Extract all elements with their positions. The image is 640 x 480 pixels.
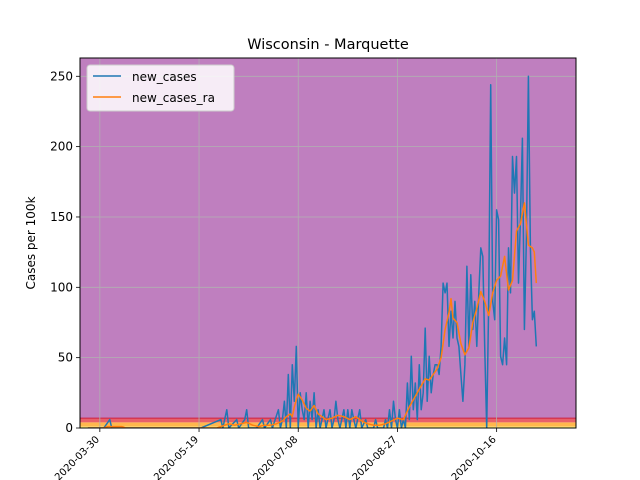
x-tick-label: 2020-07-08: [251, 434, 300, 480]
background-bands: [80, 58, 576, 428]
y-axis-label: Cases per 100k: [24, 196, 38, 289]
legend-label-new-cases: new_cases: [132, 70, 197, 84]
x-tick-label: 2020-08-27: [351, 434, 400, 480]
x-tick-label: 2020-05-19: [152, 434, 201, 480]
y-tick-label: 250: [50, 69, 73, 83]
y-tick-label: 100: [50, 280, 73, 294]
x-tick-label: 2020-10-16: [450, 434, 499, 480]
y-tick-label: 150: [50, 210, 73, 224]
x-tick-label: 2020-03-30: [53, 434, 102, 480]
legend-box: [86, 64, 235, 112]
y-axis: 0 50 100 150 200 250: [50, 69, 80, 435]
y-tick-label: 0: [65, 421, 73, 435]
x-axis: 2020-03-30 2020-05-19 2020-07-08 2020-08-27…: [53, 428, 499, 480]
background-band-3: [80, 58, 576, 419]
series-line-new-cases: [87, 75, 538, 428]
series-line-new-cases-ra: [87, 202, 538, 428]
series-lines: [87, 75, 538, 428]
plot-frame: [79, 57, 577, 429]
legend-label-new-cases-ra: new_cases_ra: [132, 91, 215, 105]
y-tick-label: 50: [58, 351, 73, 365]
chart-title: Wisconsin - Marquette: [247, 37, 409, 53]
background-band-1: [80, 422, 576, 427]
legend: new_cases new_cases_ra: [86, 64, 235, 112]
background-band-0: [80, 426, 576, 428]
y-tick-label: 200: [50, 140, 73, 154]
